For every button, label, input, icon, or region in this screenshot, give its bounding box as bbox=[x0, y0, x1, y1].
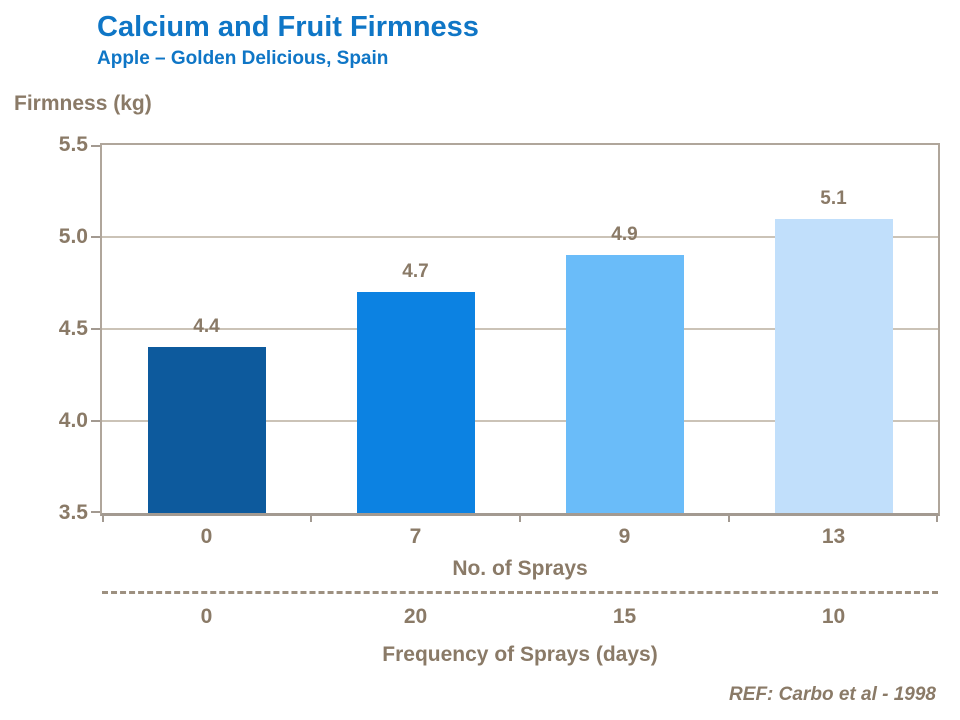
x-tick-mark bbox=[728, 514, 730, 522]
gridline bbox=[102, 420, 938, 422]
bar-value-label: 4.4 bbox=[193, 316, 220, 338]
y-tick-label: 3.5 bbox=[58, 501, 88, 524]
x-tick-mark bbox=[310, 514, 312, 522]
y-tick-label: 5.0 bbox=[58, 225, 88, 248]
plot-area: No. of Sprays Frequency of Sprays (days)… bbox=[59, 133, 940, 705]
bar-value-label: 5.1 bbox=[820, 187, 847, 209]
chart-title: Calcium and Fruit Firmness bbox=[97, 11, 479, 43]
x-category-label: 7 bbox=[409, 525, 422, 548]
y-tick-label: 4.5 bbox=[58, 317, 88, 340]
x-tick-mark bbox=[519, 514, 521, 522]
y-tick-mark bbox=[91, 328, 100, 330]
chart-subtitle: Apple – Golden Delicious, Spain bbox=[97, 48, 389, 69]
y-tick-label: 5.5 bbox=[58, 133, 88, 156]
dashed-separator-line bbox=[102, 591, 938, 594]
frequency-label: 10 bbox=[821, 605, 846, 628]
x-category-label: 13 bbox=[821, 525, 846, 548]
bar-value-label: 4.9 bbox=[611, 224, 638, 246]
x-category-label: 9 bbox=[618, 525, 631, 548]
frequency-label: 20 bbox=[403, 605, 428, 628]
reference-text: REF: Carbo et al - 1998 bbox=[729, 684, 936, 705]
frequency-label: 15 bbox=[612, 605, 637, 628]
gridline bbox=[102, 236, 938, 238]
frequency-label: 0 bbox=[200, 605, 213, 628]
frequency-axis-title: Frequency of Sprays (days) bbox=[382, 643, 658, 666]
bar-value-label: 4.7 bbox=[402, 261, 429, 283]
y-tick-mark bbox=[91, 511, 100, 513]
bar bbox=[774, 218, 893, 513]
y-axis-title: Firmness (kg) bbox=[14, 92, 152, 115]
bar bbox=[147, 347, 266, 513]
x-tick-mark bbox=[102, 514, 104, 522]
y-tick-label: 4.0 bbox=[58, 409, 88, 432]
y-tick-mark bbox=[91, 236, 100, 238]
x-axis-title: No. of Sprays bbox=[452, 557, 588, 580]
gridline bbox=[102, 328, 938, 330]
y-tick-mark bbox=[91, 420, 100, 422]
title-block: Calcium and Fruit Firmness Apple – Golde… bbox=[97, 10, 479, 70]
x-tick-mark bbox=[936, 514, 938, 522]
x-category-label: 0 bbox=[200, 525, 213, 548]
bar bbox=[356, 292, 475, 513]
bar bbox=[565, 255, 684, 513]
y-tick-mark bbox=[91, 145, 100, 147]
